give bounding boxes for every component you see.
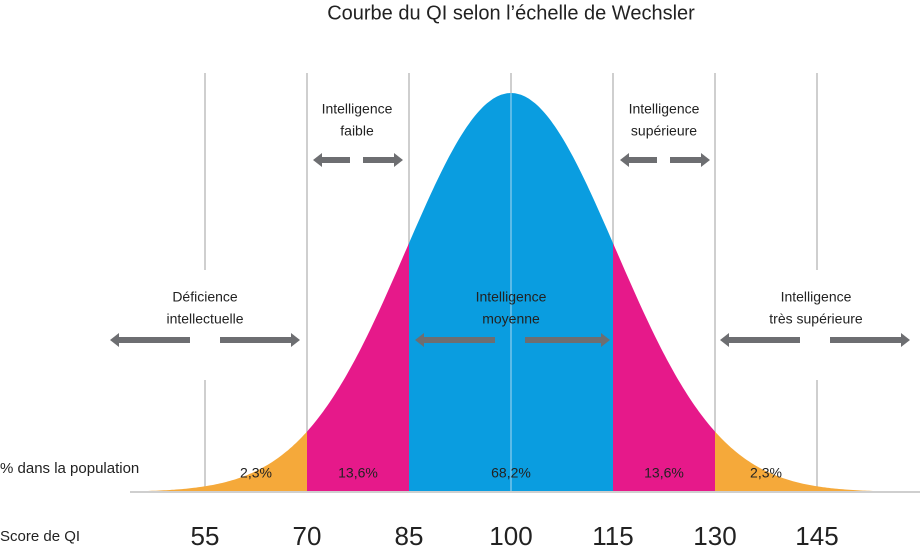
- percentage: 13,6%: [644, 465, 684, 481]
- score: 70: [293, 521, 322, 551]
- category-label: intellectuelle: [166, 311, 243, 327]
- score: 55: [191, 521, 220, 551]
- score: 85: [395, 521, 424, 551]
- arrow: [363, 153, 403, 167]
- category-label: très supérieure: [769, 311, 863, 327]
- bell-curve: [140, 93, 890, 492]
- score: 100: [489, 521, 532, 551]
- score: 145: [795, 521, 838, 551]
- category-label: Intelligence: [629, 101, 700, 117]
- curve-region: [715, 431, 890, 492]
- arrow: [670, 153, 710, 167]
- arrow: [830, 333, 910, 347]
- arrow: [525, 333, 610, 347]
- arrow: [720, 333, 800, 347]
- title: Courbe du QI selon l’échelle de Wechsler: [327, 2, 695, 24]
- percentage: 68,2%: [491, 465, 531, 481]
- category-label: moyenne: [482, 311, 540, 327]
- arrow: [220, 333, 300, 347]
- category-label: Déficience: [172, 289, 238, 305]
- arrow: [415, 333, 495, 347]
- category-label: faible: [340, 123, 374, 139]
- score-label: Score de QI: [0, 528, 80, 545]
- category-label: Intelligence: [781, 289, 852, 305]
- category-label: supérieure: [631, 123, 697, 139]
- labels: Déficience intellectuelle Intelligence faib…: [110, 101, 910, 551]
- score: 115: [592, 521, 633, 551]
- percentage: 2,3%: [240, 465, 272, 481]
- category-label: Intelligence: [322, 101, 393, 117]
- category-label: Intelligence: [476, 289, 547, 305]
- population-label: % dans la population: [0, 460, 139, 477]
- curve-region: [140, 431, 307, 492]
- curve-region: [307, 243, 409, 492]
- percentage: 2,3%: [750, 465, 782, 481]
- arrow: [110, 333, 190, 347]
- arrow: [313, 153, 350, 167]
- arrow: [620, 153, 657, 167]
- percentage: 13,6%: [338, 465, 378, 481]
- score: 130: [693, 521, 736, 551]
- curve-region: [613, 243, 715, 492]
